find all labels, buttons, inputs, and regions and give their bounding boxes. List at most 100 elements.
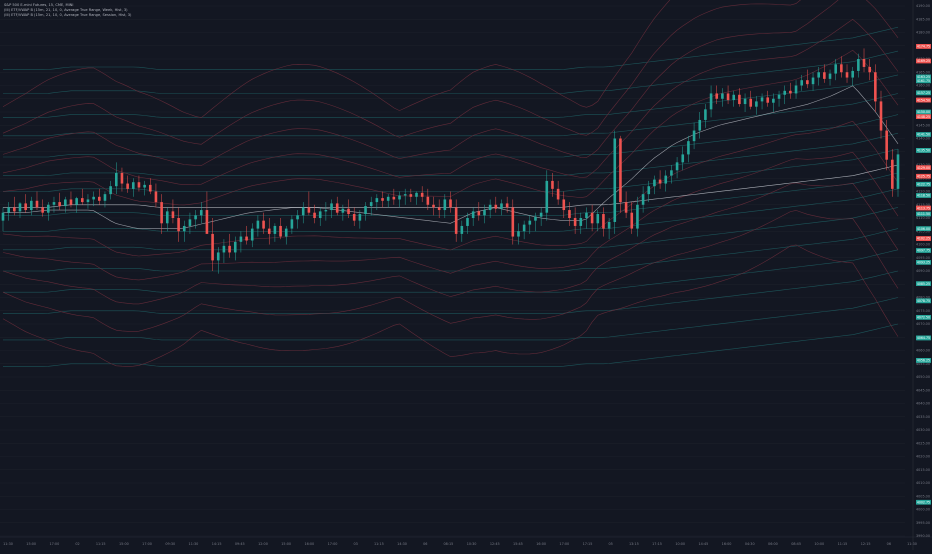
y-tick-label: 4020.00 — [916, 455, 930, 459]
candle — [1, 207, 5, 232]
price-tag-box — [916, 298, 931, 304]
candle-body — [777, 94, 781, 99]
price-tag: 4163.25 — [916, 74, 931, 80]
candle — [806, 69, 809, 89]
candle — [250, 223, 254, 248]
price-tag-box — [916, 165, 931, 171]
y-tick-label: 4180.00 — [916, 31, 930, 35]
x-tick-label: 06:00 — [768, 542, 778, 546]
candle-body — [539, 212, 543, 217]
x-tick-label: 11:15 — [838, 542, 848, 546]
price-tag-label: 4174.75 — [917, 45, 930, 49]
candle-body — [69, 199, 73, 205]
candle-body — [500, 203, 503, 209]
candle — [874, 64, 877, 112]
y-tick-label: 4080.00 — [916, 296, 930, 300]
candle — [341, 204, 345, 221]
x-tick-label: 10:30 — [467, 542, 477, 546]
y-tick-label: 4160.00 — [916, 84, 930, 88]
price-tag-box — [916, 314, 931, 320]
price-tag: 4141.50 — [916, 132, 931, 137]
candle — [466, 212, 469, 234]
price-tag-label: 4154.50 — [917, 98, 930, 102]
price-axis[interactable]: 4190.004185.004180.004175.004170.004165.… — [916, 4, 930, 538]
candle — [415, 191, 418, 205]
candle-body — [398, 195, 401, 200]
candle — [114, 162, 118, 195]
price-tag-box — [916, 211, 931, 217]
candle-body — [522, 224, 526, 232]
candle-body — [392, 196, 396, 200]
candle — [505, 196, 509, 213]
y-tick-label: 4100.00 — [916, 243, 930, 247]
candle-body — [245, 236, 248, 241]
candle — [619, 135, 622, 213]
price-tag-label: 4150.00 — [917, 110, 930, 114]
y-tick-label: 4190.00 — [916, 4, 930, 8]
x-tick-label: 10:00 — [675, 542, 685, 546]
candle-body — [103, 194, 107, 201]
price-tag: 4078.75 — [916, 298, 931, 304]
symbol-title[interactable]: S&P 500 E-mini Futures, 15, CME, MINI — [4, 3, 74, 7]
candle — [35, 191, 39, 211]
candle-body — [301, 207, 305, 216]
price-tag: 4174.75 — [916, 44, 931, 49]
candle-body — [126, 183, 129, 189]
candle-body — [199, 210, 203, 216]
x-tick-label: 06 — [887, 542, 891, 546]
candle-body — [698, 119, 702, 131]
candle-body — [148, 184, 152, 192]
price-tag-label: 4157.25 — [917, 91, 930, 95]
candle — [494, 196, 498, 213]
candle — [500, 199, 503, 216]
candle-body — [18, 203, 22, 212]
candle — [828, 69, 832, 86]
candle-body — [828, 73, 832, 79]
candle-body — [590, 212, 594, 224]
price-tag: 4135.50 — [916, 148, 931, 153]
candle — [188, 212, 192, 234]
session-band-line — [2, 0, 801, 145]
candle-body — [296, 215, 299, 220]
price-tag-box — [916, 44, 931, 49]
price-tag: 4002.75 — [916, 499, 931, 505]
candle — [239, 231, 243, 253]
candle-body — [885, 130, 888, 160]
x-tick-label: 09:30 — [165, 542, 175, 546]
candle — [194, 210, 197, 229]
candle-body — [165, 211, 169, 224]
candle-body — [426, 196, 430, 205]
price-tag: 4111.50 — [916, 211, 931, 217]
candle-body — [443, 199, 447, 211]
y-tick-label: 3995.00 — [916, 521, 930, 525]
candle — [511, 199, 515, 245]
x-tick-label: 10:00 — [814, 542, 824, 546]
candle-body — [800, 80, 804, 86]
x-tick-label: 05 — [609, 542, 613, 546]
candle-body — [330, 203, 333, 211]
time-axis[interactable]: 11:30 15:00 17:00 02 11:15 15:00 17:00 09:30 11:… — [3, 542, 917, 546]
candle-body — [636, 204, 639, 229]
candle — [409, 188, 413, 203]
indicator-line-week[interactable]: (III) ETF/VWAP B (15m, 21, 10, 0, Averag… — [4, 8, 128, 12]
candle — [358, 210, 362, 229]
candle — [47, 202, 50, 221]
price-tag-label: 4169.25 — [917, 59, 930, 63]
candle-body — [653, 179, 656, 187]
candle — [131, 178, 135, 197]
candle — [845, 64, 849, 83]
candle-body — [817, 72, 820, 78]
candle-body — [772, 98, 775, 103]
candle — [522, 220, 526, 240]
candle-body — [154, 191, 158, 203]
candle-body — [86, 199, 90, 203]
candle-body — [454, 207, 458, 234]
indicator-line-session[interactable]: (III) ETF/VWAP B (15m, 21, 10, 0, Averag… — [4, 13, 132, 17]
chart-legend[interactable]: S&P 500 E-mini Futures, 15, CME, MINI (I… — [4, 3, 131, 18]
price-tag-label: 4122.75 — [917, 182, 930, 186]
candle — [386, 194, 390, 208]
candle-body — [891, 159, 894, 189]
